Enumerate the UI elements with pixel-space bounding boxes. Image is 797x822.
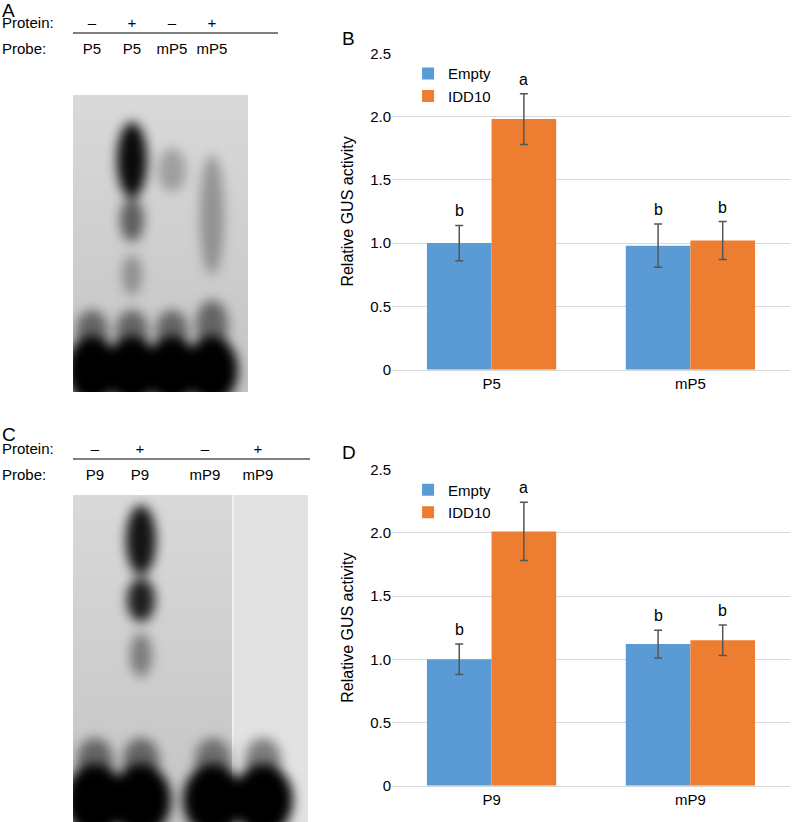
svg-text:2.5: 2.5	[370, 461, 391, 478]
svg-text:Empty: Empty	[448, 65, 491, 82]
svg-text:1.0: 1.0	[370, 651, 391, 668]
svg-text:0: 0	[383, 361, 391, 378]
svg-text:P5: P5	[482, 375, 500, 392]
html-text:Protein:: Protein:	[2, 14, 54, 31]
svg-text:mP5: mP5	[675, 375, 706, 392]
svg-text:mP9: mP9	[675, 791, 706, 808]
svg-text:2.0: 2.0	[370, 108, 391, 125]
html-text:A: A	[2, 0, 15, 21]
svg-text:0.5: 0.5	[370, 298, 391, 315]
svg-text:2.5: 2.5	[370, 45, 391, 62]
svg-text:0.5: 0.5	[370, 714, 391, 731]
svg-text:1.0: 1.0	[370, 234, 391, 251]
svg-text:b: b	[654, 607, 663, 624]
html-text:D: D	[342, 442, 356, 463]
svg-text:P9: P9	[482, 791, 500, 808]
svg-text:a: a	[519, 479, 528, 496]
html-text:P9: P9	[130, 466, 150, 483]
svg-text:Relative GUS activity: Relative GUS activity	[339, 553, 356, 703]
html-text:C: C	[2, 424, 16, 445]
svg-text:a: a	[519, 71, 528, 88]
html-text:Protein:: Protein:	[2, 440, 54, 457]
svg-text:IDD10: IDD10	[448, 504, 491, 521]
html-text:P5: P5	[122, 40, 142, 57]
svg-text:Relative GUS activity: Relative GUS activity	[339, 136, 356, 286]
html-text:Probe:: Probe:	[2, 40, 47, 57]
svg-text:1.5: 1.5	[370, 171, 391, 188]
svg-text:IDD10: IDD10	[448, 88, 491, 105]
html-text:mP5: mP5	[156, 40, 188, 57]
svg-text:0: 0	[383, 777, 391, 794]
svg-text:b: b	[455, 621, 464, 638]
html-text:mP9: mP9	[189, 466, 221, 483]
svg-text:b: b	[455, 202, 464, 219]
html-text:P9: P9	[85, 466, 105, 483]
svg-text:Empty: Empty	[448, 482, 491, 499]
html-text:B: B	[342, 28, 355, 49]
svg-text:b: b	[718, 602, 727, 619]
svg-text:2.0: 2.0	[370, 524, 391, 541]
html-text:Probe:: Probe:	[2, 466, 47, 483]
svg-text:b: b	[654, 201, 663, 218]
svg-text:1.5: 1.5	[370, 587, 391, 604]
svg-text:b: b	[718, 199, 727, 216]
html-text:mP9: mP9	[242, 466, 274, 483]
html-text:P5: P5	[82, 40, 102, 57]
html-text:mP5: mP5	[196, 40, 228, 57]
